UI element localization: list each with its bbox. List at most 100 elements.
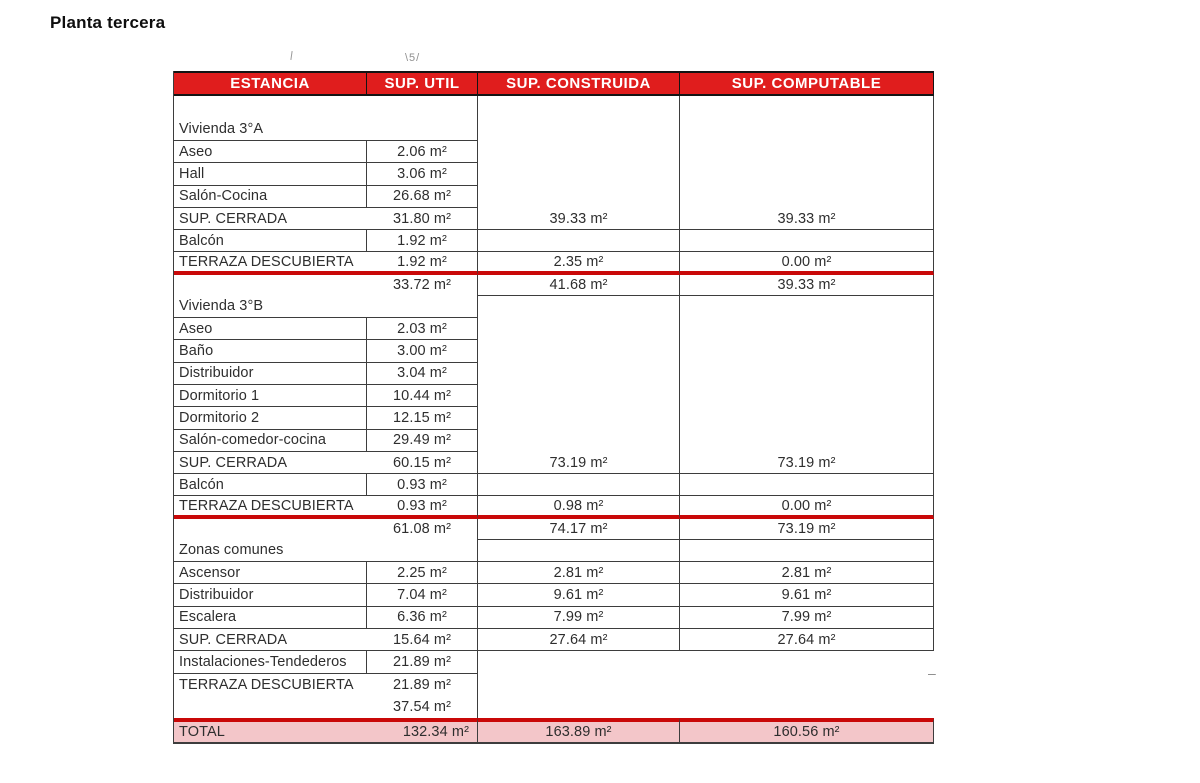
cell-sup-computable: 0.00 m² — [680, 252, 934, 275]
cell-sup-computable — [680, 318, 934, 341]
cell-sup-construida: 73.19 m² — [478, 451, 680, 475]
cell-estancia: Distribuidor — [174, 584, 367, 607]
cell-sup-construida — [478, 141, 680, 164]
cell-sup-computable: 2.81 m² — [680, 562, 934, 585]
cell-sup-construida — [478, 96, 680, 141]
cell-sup-computable: 0.00 m² — [680, 496, 934, 519]
cell-sup-util: 3.04 m² — [367, 362, 478, 385]
cell-sup-util: 31.80 m² — [367, 207, 478, 231]
cell-sup-construida — [478, 362, 680, 385]
table-body: Vivienda 3°A Aseo 2.06 m² Hall 3.06 m² Salón-… — [174, 96, 934, 745]
cell-sup-util: 12.15 m² — [367, 407, 478, 430]
table-row: 33.72 m² 41.68 m² 39.33 m² — [174, 274, 934, 296]
cell-sup-computable: 7.99 m² — [680, 606, 934, 629]
table-row: Ascensor 2.25 m² 2.81 m² 2.81 m² — [174, 562, 934, 585]
table-row: SUP. CERRADA 60.15 m² 73.19 m² 73.19 m² — [174, 451, 934, 475]
cell-sup-util: 0.93 m² — [367, 474, 478, 497]
header-sup-construida: SUP. CONSTRUIDA — [478, 71, 680, 96]
cell-sup-construida: 0.98 m² — [478, 496, 680, 519]
cell-sup-util: 1.92 m² — [367, 252, 478, 275]
cell-estancia: Salón-comedor-cocina — [174, 429, 367, 452]
cell-estancia: Dormitorio 1 — [174, 384, 367, 408]
cell-estancia: TERRAZA DESCUBIERTA — [174, 252, 367, 275]
cell-sup-computable: 9.61 m² — [680, 584, 934, 607]
cell-sup-computable — [680, 651, 934, 673]
cell-sup-computable: 73.19 m² — [680, 451, 934, 475]
table-row: SUP. CERRADA 15.64 m² 27.64 m² 27.64 m² — [174, 628, 934, 652]
cell-estancia: TERRAZA DESCUBIERTA — [179, 676, 354, 693]
cell-sup-computable — [680, 185, 934, 208]
table-row: TOTAL 132.34 m² 163.89 m² 160.56 m² — [174, 718, 934, 745]
cell-estancia: Dormitorio 2 — [174, 407, 367, 430]
cell-sup-computable — [680, 141, 934, 164]
cell-sup-construida — [478, 340, 680, 363]
table-row: Aseo 2.06 m² — [174, 141, 934, 164]
table-row: Baño 3.00 m² — [174, 340, 934, 363]
header-sup-computable: SUP. COMPUTABLE — [680, 71, 934, 96]
cell-sup-construida — [478, 539, 680, 563]
cell-sup-computable — [680, 696, 934, 718]
cell-sup-util: 0.93 m² — [367, 496, 478, 519]
table-row: Salón-comedor-cocina 29.49 m² — [174, 429, 934, 452]
cell-estancia: Zonas comunes — [174, 540, 367, 563]
cell-estancia: Salón-Cocina — [174, 185, 367, 208]
cell-sup-util — [367, 295, 478, 319]
cell-sup-util — [367, 96, 478, 141]
drawing-artifact-tick — [290, 50, 293, 61]
cell-sup-util: 1.92 m² — [367, 230, 478, 253]
cell-sup-computable — [680, 362, 934, 385]
cell-sup-util: 3.00 m² — [367, 340, 478, 363]
table-row: TERRAZA DESCUBIERTA 1.92 m² 2.35 m² 0.00 m² — [174, 252, 934, 275]
table-row: Balcón 0.93 m² — [174, 474, 934, 497]
cell-estancia: Vivienda 3°A — [174, 96, 367, 141]
table-row: TERRAZA DESCUBIERTA 21.89 m² — [174, 673, 934, 696]
cell-sup-computable — [680, 96, 934, 141]
cell-sup-computable — [680, 674, 934, 696]
cell-sup-construida — [478, 407, 680, 430]
cell-sup-computable: 73.19 m² — [680, 518, 934, 540]
cell-sup-construida — [478, 163, 680, 186]
table-row: Dormitorio 2 12.15 m² — [174, 407, 934, 430]
cell-sup-construida — [478, 185, 680, 208]
cell-sup-computable — [680, 340, 934, 363]
header-estancia: ESTANCIA — [174, 71, 367, 96]
header-sup-util: SUP. UTIL — [367, 71, 478, 96]
cell-sup-util: 33.72 m² — [367, 274, 478, 296]
cell-sup-computable — [680, 384, 934, 408]
cell-sup-util: 61.08 m² — [367, 518, 478, 540]
cell-sup-construida — [478, 474, 680, 497]
cell-estancia — [174, 696, 367, 718]
cell-sup-util: 2.03 m² — [367, 318, 478, 341]
cell-sup-construida — [478, 384, 680, 408]
cell-estancia: SUP. CERRADA — [174, 452, 367, 475]
cell-sup-util: 2.25 m² — [367, 562, 478, 585]
cell-sup-computable — [680, 539, 934, 563]
page-title: Planta tercera — [50, 13, 166, 32]
cell-sup-computable: 27.64 m² — [680, 628, 934, 652]
cell-estancia: TERRAZA DESCUBIERTA — [174, 496, 367, 519]
cell-sup-construida: 2.35 m² — [478, 252, 680, 275]
cell-estancia: Ascensor — [174, 562, 367, 585]
table-row: SUP. CERRADA 31.80 m² 39.33 m² 39.33 m² — [174, 207, 934, 231]
table-row: TERRAZA DESCUBIERTA 0.93 m² 0.98 m² 0.00 m² — [174, 496, 934, 519]
table-header-row: ESTANCIA SUP. UTIL SUP. CONSTRUIDA SUP. … — [174, 71, 934, 96]
table-row: 61.08 m² 74.17 m² 73.19 m² — [174, 518, 934, 540]
cell-estancia: Hall — [174, 163, 367, 186]
cell-sup-util: 15.64 m² — [367, 628, 478, 652]
cell-sup-construida — [478, 429, 680, 452]
cell-sup-construida: 39.33 m² — [478, 207, 680, 231]
cell-sup-computable — [680, 295, 934, 319]
table-row: Escalera 6.36 m² 7.99 m² 7.99 m² — [174, 606, 934, 629]
cell-sup-construida — [478, 651, 680, 673]
drawing-artifact-dash: – — [928, 665, 936, 681]
cell-sup-construida — [478, 318, 680, 341]
cell-estancia: TOTAL — [174, 718, 367, 745]
cell-sup-construida: 163.89 m² — [478, 718, 680, 745]
table-row: Dormitorio 1 10.44 m² — [174, 384, 934, 408]
cell-estancia: Baño — [174, 340, 367, 363]
cell-sup-construida: 74.17 m² — [478, 518, 680, 540]
cell-sup-construida: 27.64 m² — [478, 628, 680, 652]
cell-sup-computable: 39.33 m² — [680, 274, 934, 296]
cell-sup-util: 21.89 m² — [367, 651, 478, 674]
table-row: Zonas comunes — [174, 539, 934, 563]
